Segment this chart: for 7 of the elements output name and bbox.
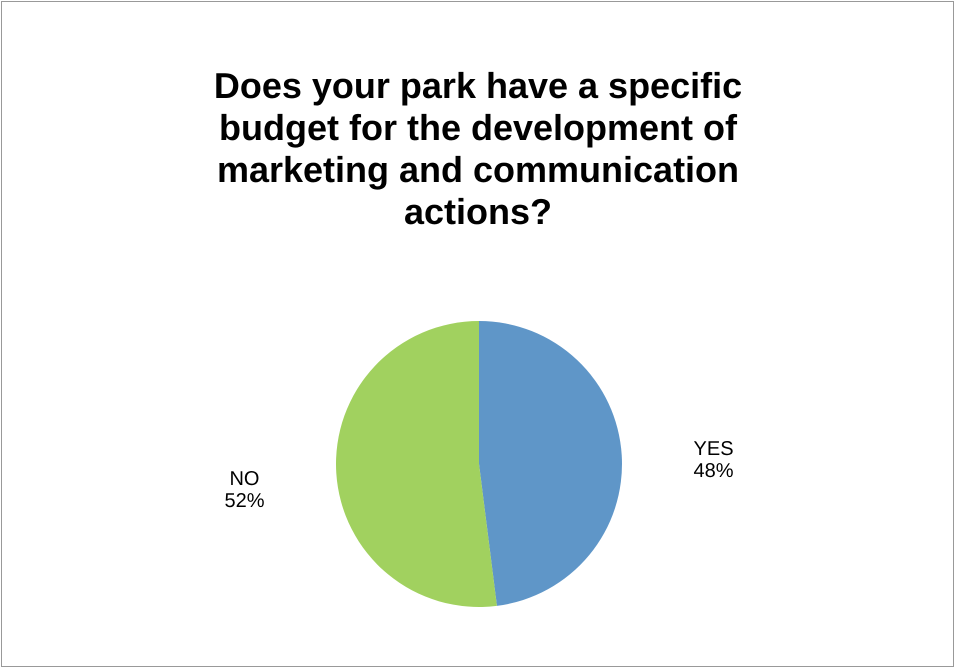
chart-title: Does your park have a specific budget for the development of marketing and communication actions? xyxy=(214,65,742,232)
slice-label: NO xyxy=(229,468,260,490)
data-label: 48% xyxy=(694,460,734,482)
pie-slice xyxy=(479,321,622,606)
data-label: 52% xyxy=(224,490,265,512)
slice-label: YES xyxy=(694,438,734,460)
pie-slice xyxy=(336,321,497,607)
